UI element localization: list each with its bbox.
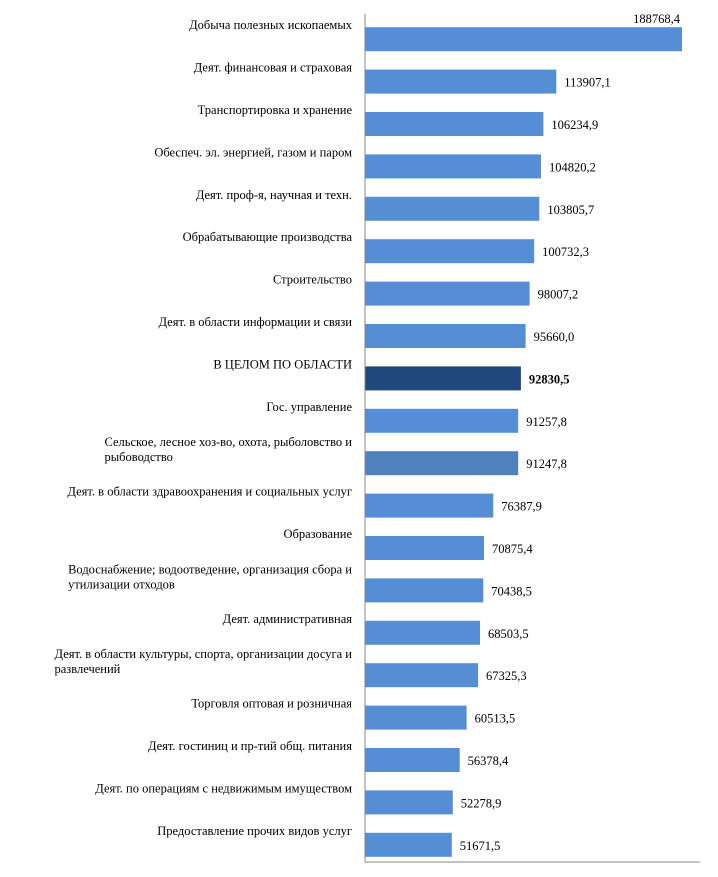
category-label: Деят. гостиниц и пр-тий общ. питания <box>148 739 352 753</box>
bar <box>365 112 544 136</box>
category-label: Деят. в области культуры, спорта, органи… <box>55 647 353 676</box>
category-label: Добыча полезных ископаемых <box>189 18 353 32</box>
value-label: 113907,1 <box>564 76 610 90</box>
value-label: 51671,5 <box>460 839 501 853</box>
value-label: 103805,7 <box>547 203 594 217</box>
bar <box>365 366 521 391</box>
category-label: Транспортировка и хранение <box>198 103 353 117</box>
value-label: 56378,4 <box>468 754 509 768</box>
bar <box>365 620 480 645</box>
value-label: 188768,4 <box>633 12 681 26</box>
value-label: 98007,2 <box>538 288 579 302</box>
category-label-line: рыбоводство <box>105 450 173 464</box>
bar <box>365 705 467 730</box>
category-label: Деят. по операциям с недвижимым имуществ… <box>95 781 352 795</box>
category-label-line: Водоснабжение; водоотведение, организаци… <box>68 562 352 576</box>
category-label: Деят. административная <box>223 612 353 626</box>
category-label: Деят. финансовая и страховая <box>194 61 353 75</box>
bar <box>365 154 541 179</box>
bar <box>365 748 460 772</box>
category-labels-group: Добыча полезных ископаемых Деят. финансов… <box>55 18 353 838</box>
category-label: Предоставление прочих видов услуг <box>157 824 352 838</box>
value-label: 91247,8 <box>526 457 567 471</box>
value-label: 52278,9 <box>461 796 502 810</box>
category-label-line: развлечений <box>55 662 121 676</box>
value-label: 104820,2 <box>549 160 596 174</box>
value-label: 67325,3 <box>486 669 527 683</box>
category-label: Сельское, лесное хоз-во, охота, рыболовс… <box>104 435 352 464</box>
category-label: Строительство <box>273 273 352 287</box>
category-label: Деят. проф-я, научная и техн. <box>196 188 352 202</box>
category-label: В ЦЕЛОМ ПО ОБЛАСТИ <box>213 357 352 371</box>
category-label-line: утилизации отходов <box>68 577 175 591</box>
value-label: 60513,5 <box>475 712 516 726</box>
value-label: 70438,5 <box>491 584 532 598</box>
category-label: Гос. управление <box>266 400 352 414</box>
bar <box>365 324 526 348</box>
bar <box>365 790 453 815</box>
bar <box>365 69 557 94</box>
category-label: Водоснабжение; водоотведение, организаци… <box>68 562 352 591</box>
category-label-line: Сельское, лесное хоз-во, охота, рыболовс… <box>104 435 352 449</box>
value-label: 100732,3 <box>542 245 589 259</box>
value-label: 68503,5 <box>488 627 529 641</box>
bar <box>365 27 682 52</box>
value-labels-group: 188768,4 113907,1 106234,9 104820,2 103805,7… <box>460 12 681 853</box>
bar <box>365 663 479 688</box>
category-label: Образование <box>283 527 352 541</box>
category-label: Деят. в области информации и связи <box>158 315 352 329</box>
bars-group <box>365 27 682 857</box>
value-label: 91257,8 <box>526 415 567 429</box>
bar <box>365 493 494 518</box>
bar <box>365 832 452 857</box>
value-label: 70875,4 <box>492 542 533 556</box>
value-label: 95660,0 <box>534 330 575 344</box>
bar <box>365 451 519 476</box>
category-label: Обрабатывающие производства <box>183 230 353 244</box>
bar <box>365 578 484 603</box>
bar <box>365 196 540 221</box>
value-label: 106234,9 <box>551 118 598 132</box>
value-label: 76387,9 <box>501 500 542 514</box>
category-label: Торговля оптовая и розничная <box>191 697 352 711</box>
category-label: Обеспеч. эл. энергией, газом и паром <box>154 145 352 159</box>
bar <box>365 281 530 306</box>
value-label: 92830,5 <box>529 372 570 386</box>
bar <box>365 239 535 264</box>
category-label: Деят. в области здравоохранения и социал… <box>67 485 352 499</box>
bar <box>365 408 519 433</box>
category-label-line: Деят. в области культуры, спорта, органи… <box>55 647 353 661</box>
bar <box>365 536 484 560</box>
